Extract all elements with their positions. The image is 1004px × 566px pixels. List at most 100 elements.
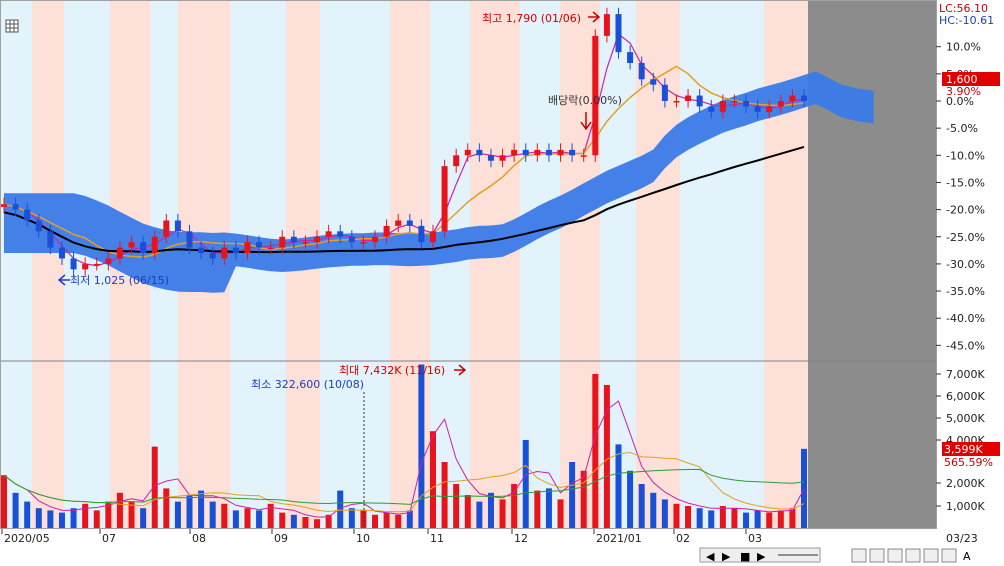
candle-body <box>511 149 518 156</box>
period-band <box>470 1 520 528</box>
dividend-arrow-icon <box>580 112 592 131</box>
volume-bar <box>569 462 576 528</box>
volume-bar <box>499 499 506 528</box>
volume-bar <box>325 514 332 528</box>
volume-bar <box>58 512 65 528</box>
volume-bar <box>545 488 552 528</box>
layout-icon[interactable] <box>923 548 939 563</box>
volume-bar <box>395 514 402 528</box>
moving-averages <box>3 33 805 267</box>
current-volume-pct: 565.59% <box>944 456 993 469</box>
candle-body <box>302 242 309 244</box>
volume-bar <box>511 484 518 528</box>
volume-max-arrow-icon <box>454 364 467 376</box>
volume-bar <box>603 385 610 528</box>
volume-bar <box>24 501 31 528</box>
candle-body <box>418 225 425 243</box>
volume-bar <box>12 492 19 528</box>
settings-icon[interactable] <box>887 548 903 563</box>
volume-bar <box>244 508 251 528</box>
candle-body <box>685 95 692 101</box>
candle-body <box>708 106 715 112</box>
scroll-bar[interactable]: ◀ ▶ ■ ▶ <box>699 547 821 563</box>
candle-body <box>638 62 645 80</box>
volume-bar <box>696 508 703 528</box>
candle-body <box>534 149 541 156</box>
candle-body <box>47 231 54 248</box>
volume-bar <box>453 484 460 528</box>
volume-bar <box>429 431 436 528</box>
refresh-icon[interactable] <box>941 548 957 563</box>
price-tick-label: 0.0% <box>946 95 974 108</box>
play-icon[interactable]: ▶ <box>757 550 766 563</box>
volume-bar <box>93 510 100 528</box>
candle-body <box>696 95 703 107</box>
volume-bar <box>302 517 309 528</box>
volume-tick-label: 6,000K <box>946 390 985 403</box>
volume-bar <box>766 512 773 528</box>
candle-body <box>151 236 158 254</box>
volume-bar <box>1 475 7 528</box>
high-annotation: 최고 1,790 (01/06) <box>482 12 581 25</box>
date-tick-label: 11 <box>430 532 444 545</box>
volume-bar <box>372 514 379 528</box>
cloud-area <box>4 71 874 293</box>
volume-bar <box>267 503 274 528</box>
candle-body <box>70 258 77 270</box>
font-icon[interactable]: A <box>963 550 971 563</box>
volume-bar <box>70 508 77 528</box>
volume-bar <box>163 488 170 528</box>
volume-bar <box>673 503 680 528</box>
volume-bar <box>743 512 750 528</box>
price-tick-label: -40.0% <box>946 312 985 325</box>
volume-bar <box>140 508 147 528</box>
volume-bar <box>47 510 54 528</box>
volume-bar <box>476 501 483 528</box>
volume-bar <box>534 490 541 528</box>
scroll-left-icon[interactable]: ◀ <box>706 550 715 563</box>
grid-toggle-icon[interactable] <box>5 19 19 33</box>
volume-bar <box>418 364 425 528</box>
toolbar-icons[interactable]: A <box>851 548 971 563</box>
candle-body <box>661 84 668 101</box>
volume-bar <box>383 512 390 528</box>
candle-body <box>731 101 738 103</box>
candle-body <box>82 263 89 270</box>
low-arrow-icon <box>57 274 70 286</box>
volume-tick-label: 1,000K <box>946 500 985 513</box>
fit-icon[interactable] <box>905 548 921 563</box>
low-annotation: 최저 1,025 (06/15) <box>70 274 169 287</box>
volume-bar <box>708 510 715 528</box>
stop-icon[interactable]: ■ <box>740 550 750 563</box>
date-tick-label: 2020/05 <box>4 532 50 545</box>
date-tick-label: 03 <box>748 532 762 545</box>
axis-lc-label: LC:56.10 <box>939 2 988 15</box>
volume-bar <box>186 495 193 528</box>
period-band <box>0 1 32 528</box>
candle-body <box>395 220 402 226</box>
volume-bar <box>719 506 726 528</box>
volume-bar <box>348 508 355 528</box>
price-tick-label: -20.0% <box>946 204 985 217</box>
zoom-in-icon[interactable] <box>869 548 885 563</box>
zoom-out-icon[interactable] <box>851 548 867 563</box>
volume-ma-slow <box>3 468 805 505</box>
volume-bar <box>661 499 668 528</box>
candle-body <box>244 242 251 254</box>
volume-ma-fast <box>3 400 805 518</box>
volume-bar <box>777 510 784 528</box>
volume-bar <box>128 501 135 528</box>
volume-bars <box>1 364 807 528</box>
volume-ma-mid <box>3 451 805 513</box>
price-tick-label: -15.0% <box>946 176 985 189</box>
candle-body <box>174 220 181 232</box>
candle-body <box>372 236 379 243</box>
candle-body <box>766 106 773 112</box>
candle-body <box>650 79 657 85</box>
ma-fast-line <box>3 33 805 267</box>
price-tick-label: -45.0% <box>946 339 985 352</box>
candle-body <box>325 231 332 237</box>
volume-bar <box>801 448 807 528</box>
candle-body <box>580 155 587 157</box>
scroll-right-icon[interactable]: ▶ <box>722 550 731 563</box>
